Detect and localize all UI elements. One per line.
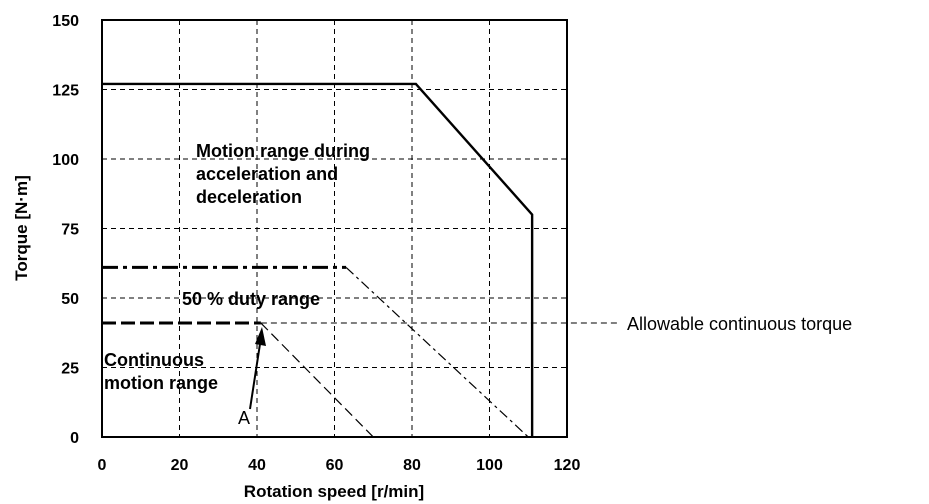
curves (102, 82, 534, 438)
y-tick-label: 125 (52, 83, 79, 100)
y-tick-label: 25 (61, 361, 79, 378)
x-axis-title: Rotation speed [r/min] (244, 482, 424, 501)
x-tick-label: 80 (403, 457, 421, 474)
y-axis-title: Torque [N·m] (12, 175, 31, 280)
x-tick-label: 0 (98, 457, 107, 474)
continuous-region-label-line2: motion range (104, 373, 218, 393)
x-tick-label: 40 (248, 457, 266, 474)
allowable-torque-label: Allowable continuous torque (627, 314, 852, 334)
x-tick-label: 60 (326, 457, 344, 474)
curve-max-torque (102, 82, 534, 437)
accel-region-label-line3: deceleration (196, 187, 302, 207)
grid (102, 20, 567, 437)
y-tick-label: 150 (52, 13, 79, 30)
point-a-arrow-head (255, 327, 266, 346)
x-tick-label: 100 (476, 457, 503, 474)
y-tick-label: 0 (70, 430, 79, 447)
point-a-arrow-shaft (249, 343, 261, 410)
tick-labels: 0 20 40 60 80 100 120 0 25 50 75 100 125 150 (52, 13, 580, 474)
duty-region-label: 50 % duty range (182, 289, 320, 309)
y-tick-label: 50 (61, 291, 79, 308)
point-a-label: A (238, 408, 250, 428)
curve-duty-50-slope (345, 266, 529, 438)
y-tick-label: 75 (61, 222, 79, 239)
accel-region-label-line2: acceleration and (196, 164, 338, 184)
x-tick-label: 120 (554, 457, 581, 474)
y-tick-label: 100 (52, 152, 79, 169)
curve-continuous-slope (260, 322, 374, 438)
continuous-region-label-line1: Continuous (104, 350, 204, 370)
plot-frame (101, 19, 568, 438)
accel-region-label-line1: Motion range during (196, 141, 370, 161)
x-tick-label: 20 (171, 457, 189, 474)
